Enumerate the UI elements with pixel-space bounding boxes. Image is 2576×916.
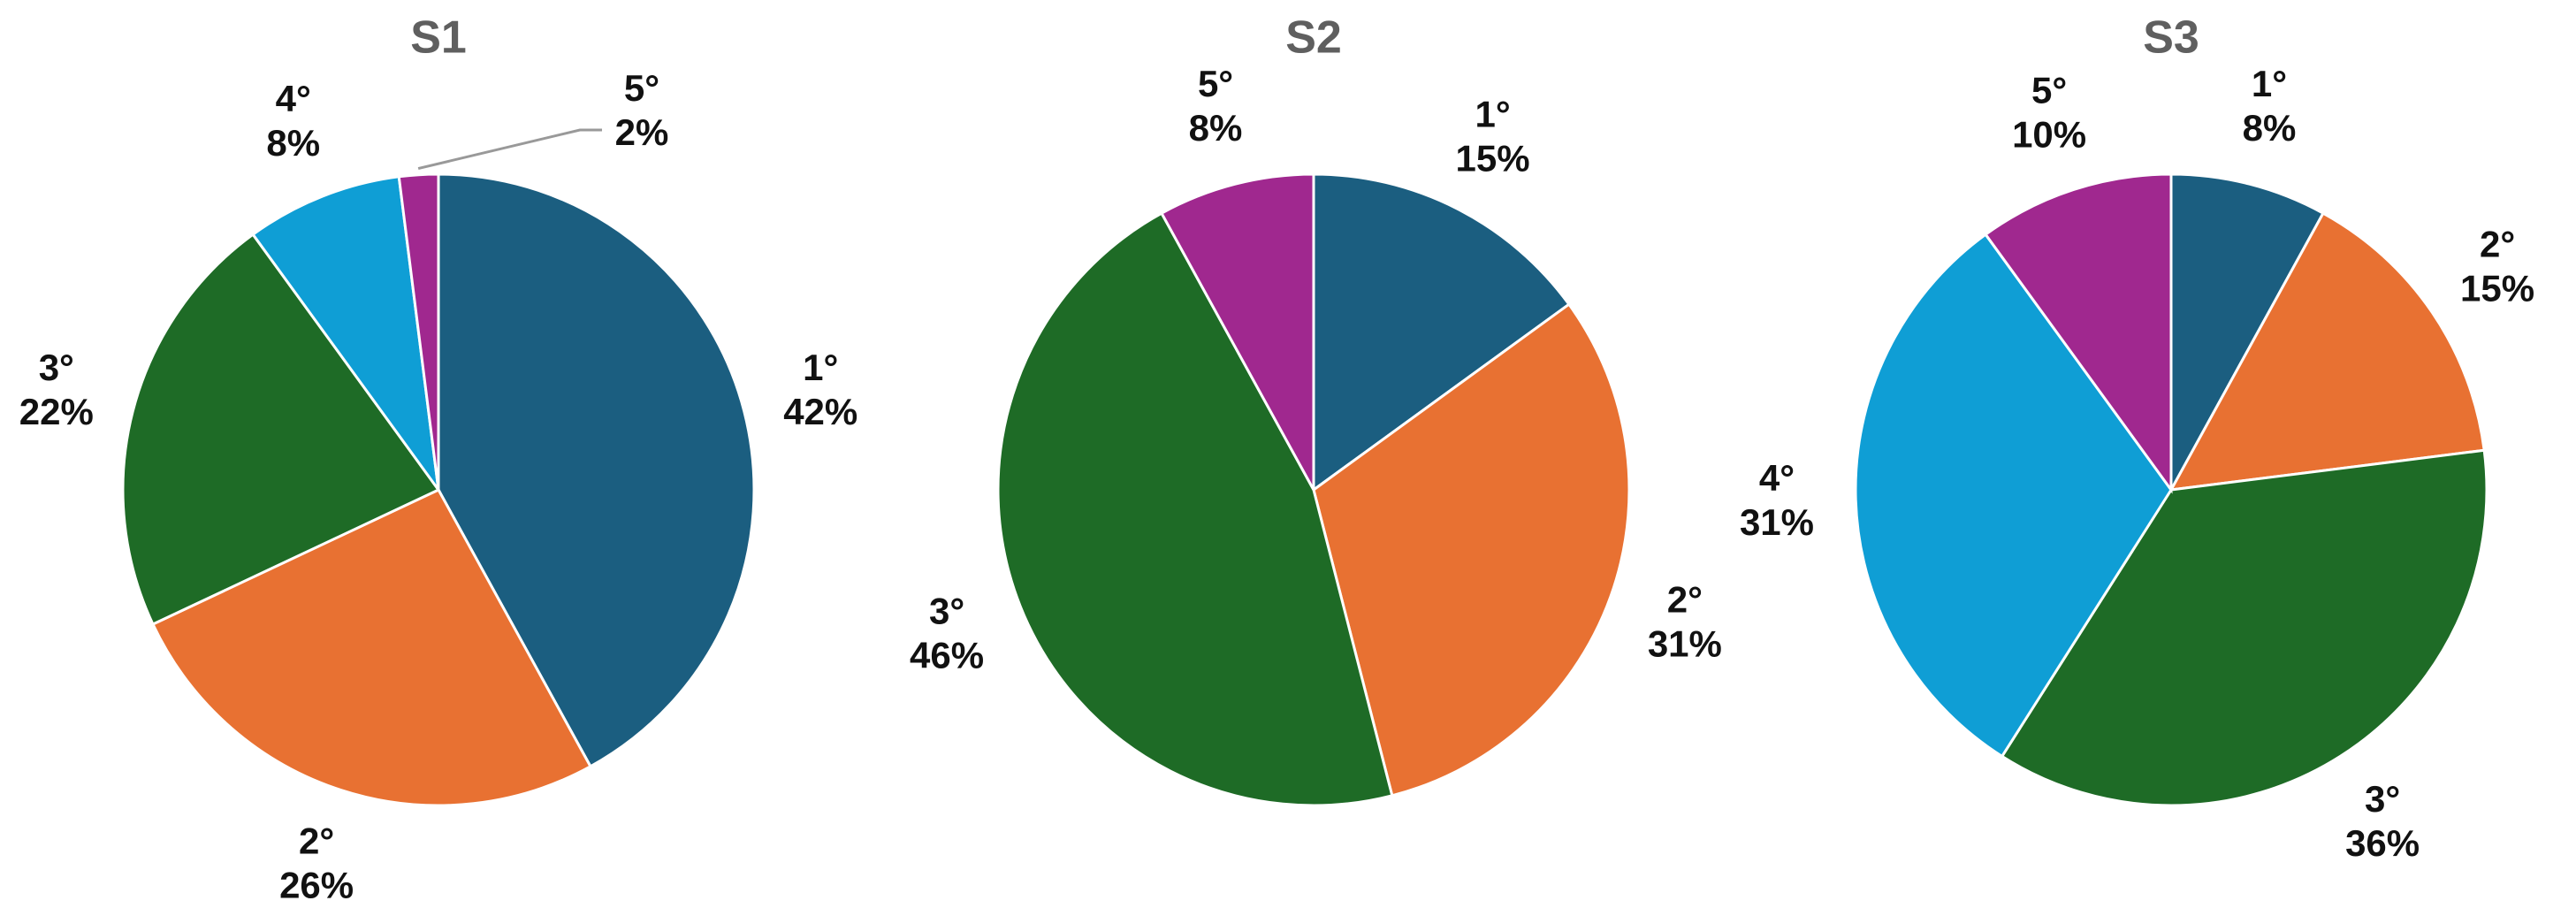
value-label: 42% — [783, 391, 857, 432]
value-label: 2% — [615, 111, 669, 153]
value-label: 15% — [2460, 267, 2534, 309]
category-label: 5° — [2031, 70, 2067, 111]
value-label: 31% — [1648, 622, 1722, 664]
value-label: 15% — [1456, 137, 1530, 179]
chart-title: S3 — [2143, 12, 2199, 64]
category-label: 5° — [624, 67, 659, 109]
value-label: 36% — [2345, 822, 2420, 864]
value-label: 31% — [1740, 501, 1814, 543]
value-label: 8% — [1189, 107, 1243, 149]
value-label: 8% — [2243, 107, 2297, 149]
pie-slice — [1984, 172, 2173, 494]
category-label: 3° — [929, 590, 964, 631]
pie-slice — [2169, 172, 2326, 491]
pie-slice — [1854, 233, 2173, 759]
category-label: 2° — [1667, 578, 1703, 620]
pie-slice — [437, 172, 756, 768]
category-label: 1° — [803, 347, 838, 388]
pie-slice — [251, 175, 440, 491]
value-label: 46% — [910, 634, 984, 676]
category-label: 4° — [1759, 457, 1795, 499]
category-label: 3° — [2365, 778, 2400, 820]
pie-slice — [996, 211, 1394, 807]
pie-slice — [1159, 172, 1315, 491]
category-label: 1° — [1475, 93, 1511, 134]
leader-line — [417, 128, 602, 171]
pie-slice — [2000, 448, 2488, 807]
category-label: 4° — [276, 78, 311, 119]
category-label: 1° — [2252, 63, 2287, 104]
chart-title: S2 — [1285, 12, 1342, 64]
category-label: 5° — [1198, 63, 1233, 104]
value-label: 22% — [19, 391, 94, 432]
category-label: 2° — [2480, 223, 2515, 264]
pie-slice — [121, 233, 441, 626]
pie-slice — [150, 488, 593, 807]
value-label: 10% — [2012, 114, 2086, 156]
category-label: 2° — [299, 821, 334, 862]
category-label: 3° — [39, 347, 74, 388]
pie-slice — [2168, 211, 2486, 492]
pie-slice — [1312, 172, 1571, 492]
pie-slice — [1312, 302, 1631, 798]
pie-slice — [397, 172, 440, 491]
value-label: 26% — [279, 865, 354, 906]
chart-title: S1 — [410, 12, 467, 64]
value-label: 8% — [266, 122, 320, 164]
